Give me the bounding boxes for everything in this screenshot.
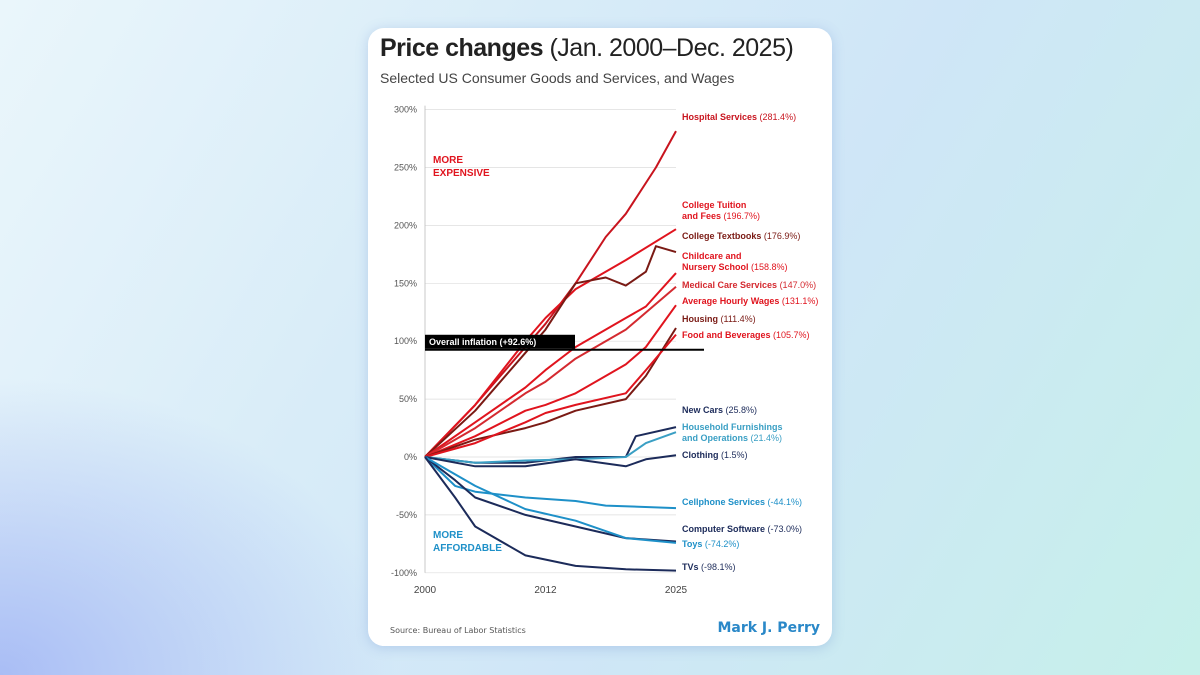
chart-card: Price changes (Jan. 2000–Dec. 2025) Sele… <box>368 28 832 646</box>
x-tick-label: 2012 <box>534 585 557 596</box>
series-label: Food and Beverages (105.7%) <box>682 330 810 340</box>
series-label: New Cars (25.8%) <box>682 405 757 415</box>
y-tick-label: 200% <box>394 220 417 230</box>
series-label: Computer Software (-73.0%) <box>682 524 802 534</box>
series-label: Toys (-74.2%) <box>682 539 739 549</box>
y-tick-label: 150% <box>394 278 417 288</box>
series-label: Housing (111.4%) <box>682 314 756 324</box>
annotation-label: MORE <box>433 530 463 541</box>
annotation-label: MORE <box>433 155 463 166</box>
series-label: Household Furnishings <box>682 422 783 432</box>
series-label: and Operations (21.4%) <box>682 433 782 443</box>
series-label: Average Hourly Wages (131.1%) <box>682 296 818 306</box>
series-label: College Textbooks (176.9%) <box>682 231 800 241</box>
series-line <box>424 245 677 458</box>
series-line <box>424 456 677 510</box>
x-tick-label: 2000 <box>414 585 437 596</box>
series-label: Childcare and <box>682 251 742 261</box>
x-tick-label: 2025 <box>665 585 688 596</box>
series-line <box>424 454 677 468</box>
series-label: TVs (-98.1%) <box>682 562 736 572</box>
overall-inflation-label: Overall inflation (+92.6%) <box>429 337 536 347</box>
series-line <box>424 286 677 458</box>
series-label: Nursery School (158.8%) <box>682 262 788 272</box>
series-line <box>424 228 677 458</box>
overall-inflation-box <box>425 334 575 349</box>
series-line <box>424 456 677 544</box>
y-tick-label: 100% <box>394 336 417 346</box>
series-label: and Fees (196.7%) <box>682 211 760 221</box>
y-tick-label: -100% <box>391 568 417 578</box>
series-label: Cellphone Services (-44.1%) <box>682 497 802 507</box>
source-note: Source: Bureau of Labor Statistics <box>390 626 526 635</box>
series-label: Clothing (1.5%) <box>682 450 748 460</box>
series-label: Hospital Services (281.4%) <box>682 112 796 122</box>
y-tick-label: 300% <box>394 105 417 115</box>
series-label: Medical Care Services (147.0%) <box>682 280 816 290</box>
y-tick-label: 250% <box>394 163 417 173</box>
series-label: College Tuition <box>682 200 746 210</box>
y-tick-label: -50% <box>396 510 417 520</box>
series-line <box>424 327 677 458</box>
series-line <box>424 130 677 458</box>
series-line <box>424 333 677 458</box>
annotation-label: AFFORDABLE <box>433 543 502 554</box>
author-brand: Mark J. Perry <box>717 620 820 636</box>
chart-subtitle: Selected US Consumer Goods and Services,… <box>380 70 735 86</box>
series-line <box>424 272 677 458</box>
line-chart: 300% 250% 200% 150% 100% 50% 0% -50% -100% 2000 20… <box>391 105 818 596</box>
chart-title: Price changes (Jan. 2000–Dec. 2025) <box>380 34 794 62</box>
background <box>0 375 400 675</box>
y-tick-label: 50% <box>399 394 417 404</box>
y-tick-label: 0% <box>404 452 417 462</box>
annotation-label: EXPENSIVE <box>433 168 490 179</box>
series-line <box>424 456 677 572</box>
